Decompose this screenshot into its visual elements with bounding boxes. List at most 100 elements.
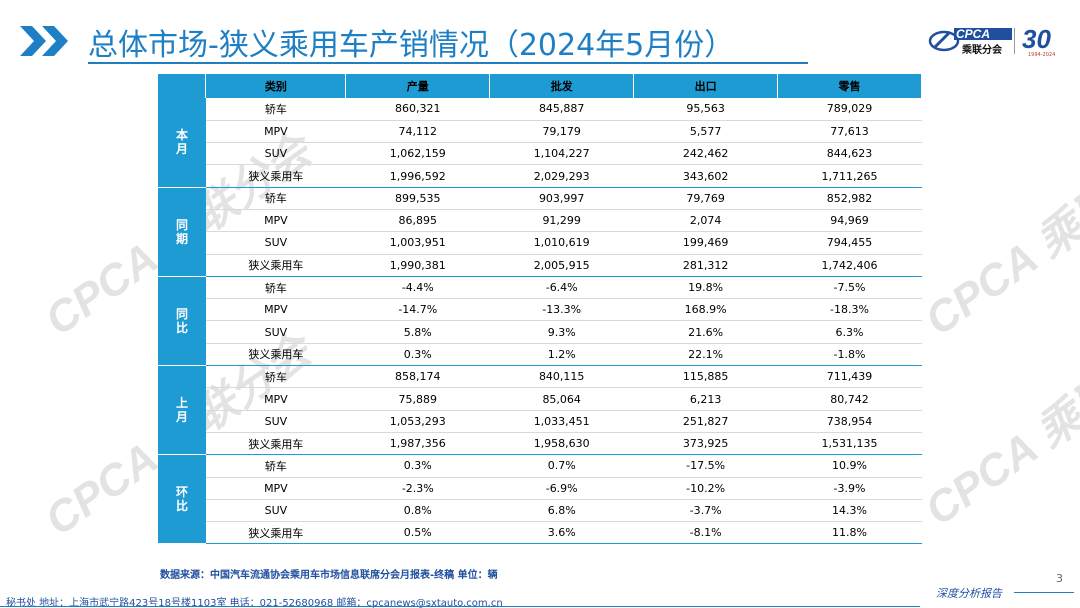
value-cell: 75,889 [345,387,490,411]
value-cell: 1,531,135 [777,432,922,456]
cpca-logo: CPCA 乘联分会 30 1994-2024 [928,24,1068,58]
category-cell: 狭义乘用车 [205,432,346,456]
group-label-char: 同 [175,217,188,232]
table-row: MPV 86,895 91,299 2,074 94,969 [158,209,922,233]
group-label: 环比 [158,454,206,545]
value-cell: 1,010,619 [489,231,634,255]
logo-separator [1014,28,1015,54]
category-cell: 轿车 [205,276,346,300]
group-label: 上月 [158,365,206,456]
category-cell: 狭义乘用车 [205,521,346,545]
sales-table: 类别 产量 批发 出口 零售 本月轿车 860,321 845,887 95,563 7… [158,74,922,545]
table-row: 狭义乘用车 0.5% 3.6% -8.1% 11.8% [158,521,922,545]
table-row: 同比轿车 -4.4% -6.4% 19.8% -7.5% [158,276,922,367]
category-cell: 狭义乘用车 [205,164,346,188]
value-cell: 2,005,915 [489,254,634,277]
logo-cn: 乘联分会 [962,45,1002,56]
value-cell: 1,711,265 [777,164,922,188]
data-source-note: 数据来源：中国汽车流通协会乘用车市场信息联席分会月报表-终稿 单位：辆 [160,570,498,581]
value-cell: 844,623 [777,142,922,166]
value-cell: -13.3% [489,298,634,322]
value-cell: -6.4% [489,276,634,300]
value-cell: 1,990,381 [345,254,490,277]
value-cell: -1.8% [777,343,922,367]
value-cell: 242,462 [633,142,778,166]
value-cell: 80,742 [777,387,922,411]
table-row: 同期轿车 899,535 903,997 79,769 852,982 [158,187,922,277]
category-cell: SUV [205,320,346,344]
category-cell: SUV [205,231,346,255]
value-cell: 251,827 [633,410,778,433]
value-cell: 94,969 [777,209,922,233]
value-cell: 22.1% [633,343,778,367]
value-cell: 1.2% [489,343,634,367]
table-row: 狭义乘用车 0.3% 1.2% 22.1% -1.8% [158,343,922,367]
table-row: 环比轿车 0.3% 0.7% -17.5% 10.9% [158,454,922,545]
value-cell: 9.3% [489,320,634,344]
value-cell: 1,987,356 [345,432,490,456]
value-cell: 6,213 [633,387,778,411]
value-cell: 5,577 [633,120,778,144]
table-row: SUV 1,053,293 1,033,451 251,827 738,954 [158,410,922,433]
value-cell: 281,312 [633,254,778,277]
anniversary-sub: 1994-2024 [1028,52,1056,58]
value-cell: 1,053,293 [345,410,490,433]
value-cell: 903,997 [489,187,634,210]
value-cell: 14.3% [777,499,922,523]
category-cell: MPV [205,298,346,322]
category-cell: SUV [205,410,346,433]
value-cell: 0.3% [345,454,490,478]
title-underline [88,62,808,64]
category-cell: 轿车 [205,454,346,478]
table-row: MPV -2.3% -6.9% -10.2% -3.9% [158,477,922,500]
value-cell: 738,954 [777,410,922,433]
value-cell: 79,179 [489,120,634,144]
footer-divider [0,606,920,607]
table-row: 狭义乘用车 1,996,592 2,029,293 343,602 1,711,265 [158,164,922,188]
category-cell: MPV [205,120,346,144]
table-row: 上月轿车 858,174 840,115 115,885 711,439 [158,365,922,456]
value-cell: -4.4% [345,276,490,300]
value-cell: 10.9% [777,454,922,478]
slide-header: 总体市场-狭义乘用车产销情况（2024年5月份） CPCA 乘联分会 30 19… [0,0,1080,70]
value-cell: 199,469 [633,231,778,255]
value-cell: 794,455 [777,231,922,255]
footer-contact: 秘书处 地址：上海市武宁路423号18号楼1103室 电话：021-526809… [6,598,503,608]
category-cell: MPV [205,477,346,500]
group-label-char: 本 [175,128,188,143]
category-cell: SUV [205,499,346,523]
value-cell: 711,439 [777,365,922,389]
category-cell: 狭义乘用车 [205,343,346,367]
table-header-row: 类别 产量 批发 出口 零售 [158,74,922,98]
header-export: 出口 [633,74,779,98]
value-cell: 6.3% [777,320,922,344]
group-label-char: 环 [175,485,188,500]
value-cell: -6.9% [489,477,634,500]
value-cell: 91,299 [489,209,634,233]
value-cell: -18.3% [777,298,922,322]
table-row: 狭义乘用车 1,987,356 1,958,630 373,925 1,531,135 [158,432,922,456]
value-cell: 3.6% [489,521,634,545]
header-retail: 零售 [777,74,922,98]
category-cell: 轿车 [205,98,346,121]
value-cell: 373,925 [633,432,778,456]
value-cell: 115,885 [633,365,778,389]
category-cell: 狭义乘用车 [205,254,346,277]
value-cell: -2.3% [345,477,490,500]
table-row: 狭义乘用车 1,990,381 2,005,915 281,312 1,742,406 [158,254,922,277]
value-cell: 1,003,951 [345,231,490,255]
group-label: 同期 [158,187,206,277]
double-chevron-icon [20,26,68,56]
table-row: 本月轿车 860,321 845,887 95,563 789,029 [158,98,922,188]
value-cell: 5.8% [345,320,490,344]
value-cell: 1,062,159 [345,142,490,166]
value-cell: 0.5% [345,521,490,545]
value-cell: 0.7% [489,454,634,478]
value-cell: 0.3% [345,343,490,367]
group-label-char: 同 [175,306,188,321]
value-cell: 0.8% [345,499,490,523]
group-label-char: 比 [175,499,188,514]
table-row: MPV 74,112 79,179 5,577 77,613 [158,120,922,144]
value-cell: 86,895 [345,209,490,233]
value-cell: 789,029 [777,98,922,121]
